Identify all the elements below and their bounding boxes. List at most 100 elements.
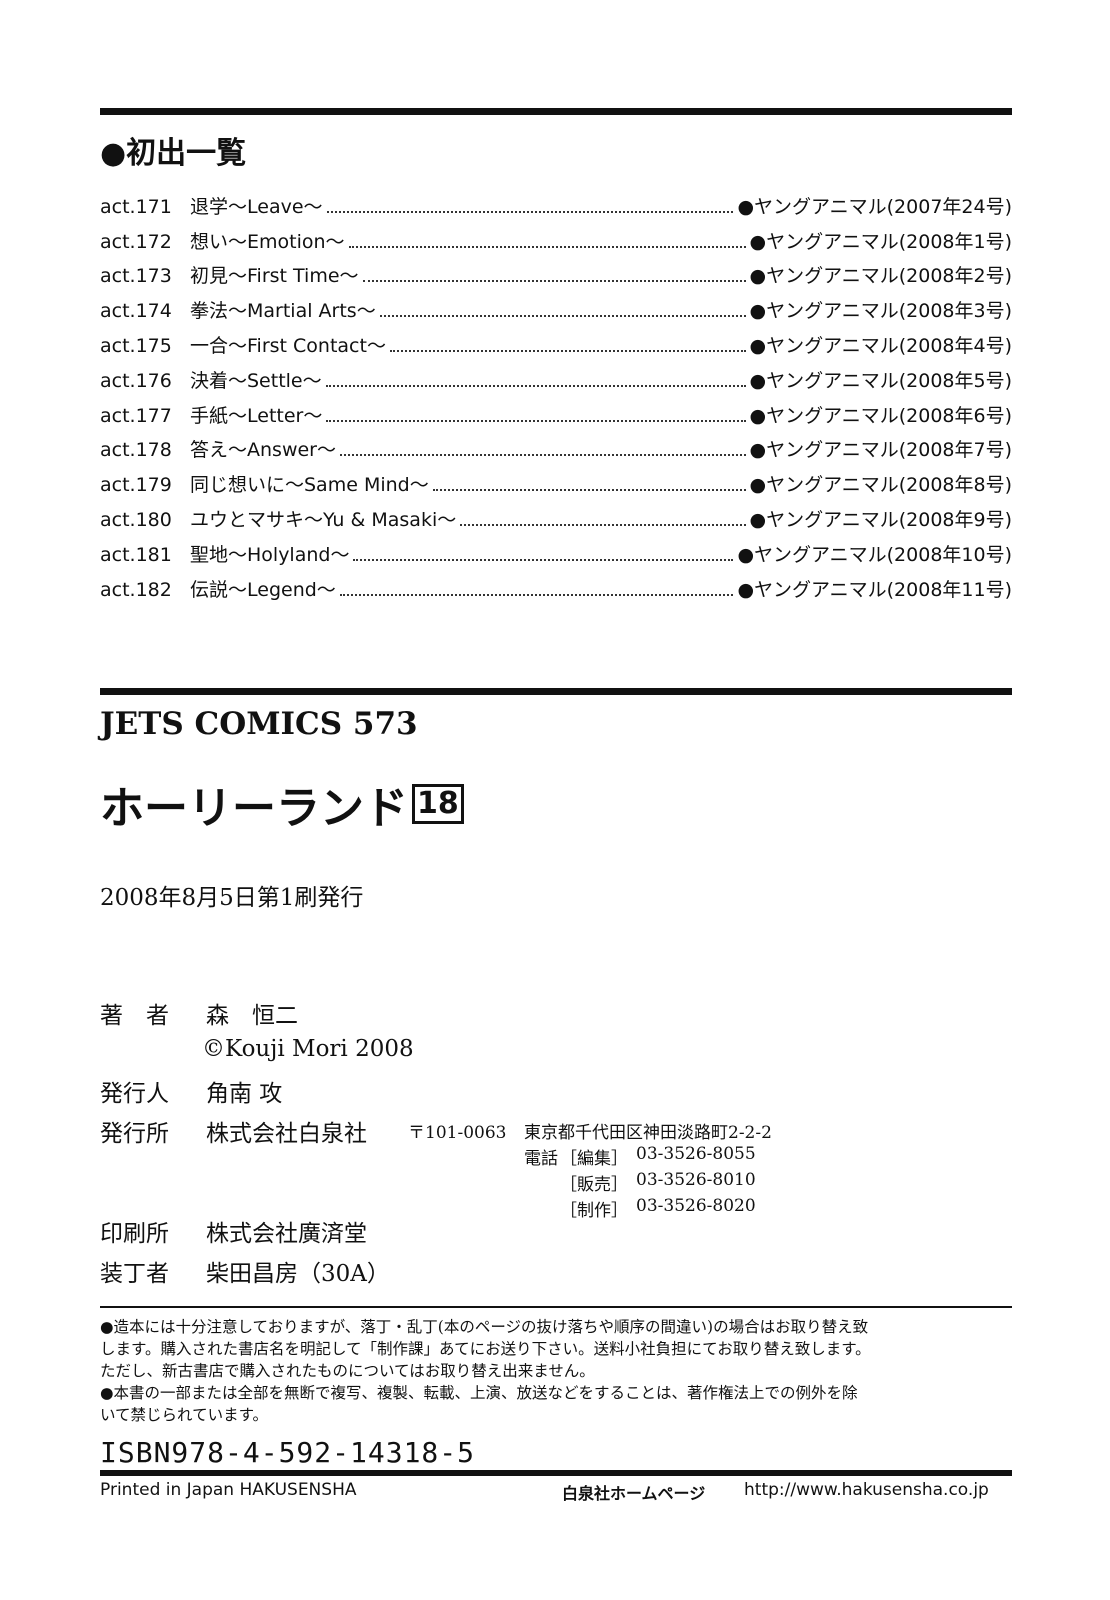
dot-leader: [339, 454, 746, 457]
address: 東京都千代田区神田淡路町2-2-2: [524, 1123, 772, 1143]
title-text: ホーリーランド: [100, 783, 408, 834]
chapter-title: 聖地〜Holyland〜: [190, 543, 350, 566]
first-appearance-row: act.182 伝説〜Legend〜 ●ヤングアニマル(2008年11号): [100, 567, 1012, 602]
chapter-title: 手紙〜Letter〜: [190, 404, 323, 427]
publication: ●ヤングアニマル(2008年2号): [749, 265, 1012, 288]
dot-leader: [326, 419, 746, 422]
publisher-person: 角南 攻: [206, 1081, 283, 1107]
phone-number-editorial: 03-3526-8055: [636, 1144, 756, 1164]
first-appearance-row: act.180 ユウとマサキ〜Yu & Masaki〜 ●ヤングアニマル(2008年…: [100, 497, 1012, 532]
dot-leader: [348, 245, 746, 248]
phone-dept-editorial: ［編集］: [560, 1149, 628, 1169]
chapter-title: 同じ想いに〜Same Mind〜: [190, 474, 429, 497]
series-label: JETS COMICS 573: [100, 706, 418, 742]
act-number: act.179: [100, 474, 172, 497]
act-number: act.171: [100, 195, 172, 218]
first-appearance-row: act.171 退学〜Leave〜 ●ヤングアニマル(2007年24号): [100, 184, 1012, 219]
publisher: 株式会社白泉社: [206, 1121, 367, 1147]
first-appearance-row: act.172 想い〜Emotion〜 ●ヤングアニマル(2008年1号): [100, 219, 1012, 254]
act-number: act.182: [100, 578, 172, 601]
middle-rule: [100, 688, 1012, 695]
dot-leader: [389, 349, 746, 352]
chapter-title: 伝説〜Legend〜: [190, 578, 336, 601]
act-number: act.180: [100, 508, 172, 531]
phone-dept-production: ［制作］: [560, 1201, 628, 1221]
first-appearance-row: act.176 決着〜Settle〜 ●ヤングアニマル(2008年5号): [100, 358, 1012, 393]
dot-leader: [362, 280, 746, 283]
act-number: act.181: [100, 543, 172, 566]
publication: ●ヤングアニマル(2008年5号): [749, 369, 1012, 392]
dot-leader: [339, 593, 734, 596]
book-title: ホーリーランド 18: [100, 772, 464, 836]
first-appearance-row: act.181 聖地〜Holyland〜 ●ヤングアニマル(2008年10号): [100, 532, 1012, 567]
publication: ●ヤングアニマル(2008年6号): [749, 404, 1012, 427]
publication: ●ヤングアニマル(2008年9号): [749, 508, 1012, 531]
dot-leader: [353, 558, 734, 561]
act-number: act.173: [100, 265, 172, 288]
dot-leader: [460, 523, 746, 526]
chapter-title: 一合〜First Contact〜: [190, 334, 386, 357]
publication: ●ヤングアニマル(2008年1号): [749, 230, 1012, 253]
dot-leader: [379, 315, 746, 318]
dot-leader: [432, 489, 746, 492]
bottom-rule: [100, 1470, 1012, 1476]
act-number: act.176: [100, 369, 172, 392]
notice-line: ●本書の一部または全部を無断で複写、複製、転載、上演、放送などをすることは、著作…: [100, 1384, 858, 1402]
top-rule: [100, 108, 1012, 115]
author-label: 著 者: [100, 1003, 169, 1029]
homepage-label: 白泉社ホームページ: [562, 1484, 706, 1503]
first-appearance-row: act.177 手紙〜Letter〜 ●ヤングアニマル(2008年6号): [100, 393, 1012, 428]
phone-label: 電話: [524, 1149, 558, 1169]
first-appearance-list: act.171 退学〜Leave〜 ●ヤングアニマル(2007年24号) act.17…: [100, 184, 1012, 602]
first-appearance-row: act.173 初見〜First Time〜 ●ヤングアニマル(2008年2号): [100, 254, 1012, 289]
author: 森 恒二: [206, 1003, 298, 1029]
first-appearance-row: act.174 拳法〜Martial Arts〜 ●ヤングアニマル(2008年3号): [100, 288, 1012, 323]
notice-line: ただし、新古書店で購入されたものについてはお取り替え出来ません。: [100, 1362, 595, 1380]
chapter-title: 想い〜Emotion〜: [190, 230, 345, 253]
chapter-title: 初見〜First Time〜: [190, 265, 359, 288]
printer-label: 印刷所: [100, 1221, 169, 1247]
phone-dept-sales: ［販売］: [560, 1175, 628, 1195]
printed-in: Printed in Japan HAKUSENSHA: [100, 1480, 357, 1500]
publication: ●ヤングアニマル(2008年3号): [749, 300, 1012, 323]
first-appearance-row: act.175 一合〜First Contact〜 ●ヤングアニマル(2008年4号…: [100, 323, 1012, 358]
act-number: act.172: [100, 230, 172, 253]
issue-date: 2008年8月5日第1刷発行: [100, 885, 364, 911]
chapter-title: ユウとマサキ〜Yu & Masaki〜: [190, 508, 457, 531]
publisher-person-label: 発行人: [100, 1081, 169, 1107]
act-number: act.177: [100, 404, 172, 427]
notice-line: いて禁じられています。: [100, 1406, 269, 1424]
volume-badge: 18: [412, 784, 464, 824]
printer: 株式会社廣済堂: [206, 1221, 367, 1247]
act-number: act.178: [100, 439, 172, 462]
chapter-title: 拳法〜Martial Arts〜: [190, 300, 376, 323]
phone-number-sales: 03-3526-8010: [636, 1170, 756, 1190]
phone-number-production: 03-3526-8020: [636, 1196, 756, 1216]
notice-line: します。購入された書店名を明記して「制作課」あてにお送り下さい。送料小社負担にて…: [100, 1340, 871, 1358]
publication: ●ヤングアニマル(2007年24号): [737, 195, 1012, 218]
publication: ●ヤングアニマル(2008年4号): [749, 334, 1012, 357]
chapter-title: 決着〜Settle〜: [190, 369, 322, 392]
homepage-url[interactable]: http://www.hakusensha.co.jp: [744, 1480, 989, 1500]
chapter-title: 退学〜Leave〜: [190, 195, 323, 218]
publication: ●ヤングアニマル(2008年8号): [749, 474, 1012, 497]
notice-line: ●造本には十分注意しておりますが、落丁・乱丁(本のページの抜け落ちや順序の間違い…: [100, 1318, 869, 1336]
first-appearance-heading: ●初出一覧: [100, 136, 247, 171]
publication: ●ヤングアニマル(2008年11号): [737, 578, 1012, 601]
dot-leader: [325, 384, 746, 387]
publication: ●ヤングアニマル(2008年7号): [749, 439, 1012, 462]
first-appearance-row: act.179 同じ想いに〜Same Mind〜 ●ヤングアニマル(2008年8号): [100, 462, 1012, 497]
notice-rule: [100, 1306, 1012, 1308]
designer: 柴田昌房（30A）: [206, 1261, 390, 1287]
postal-code: 〒101-0063: [408, 1123, 507, 1143]
publisher-label: 発行所: [100, 1121, 169, 1147]
act-number: act.175: [100, 334, 172, 357]
dot-leader: [326, 210, 734, 213]
designer-label: 装丁者: [100, 1261, 169, 1287]
act-number: act.174: [100, 300, 172, 323]
first-appearance-row: act.178 答え〜Answer〜 ●ヤングアニマル(2008年7号): [100, 428, 1012, 463]
publication: ●ヤングアニマル(2008年10号): [737, 543, 1012, 566]
chapter-title: 答え〜Answer〜: [190, 439, 336, 462]
copyright: ©Kouji Mori 2008: [202, 1036, 414, 1062]
isbn: ISBN978-4-592-14318-5: [100, 1436, 476, 1469]
